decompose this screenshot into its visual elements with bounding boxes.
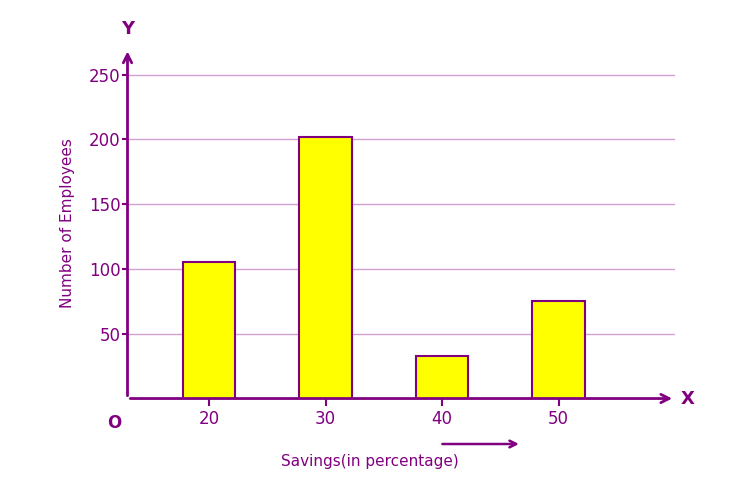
Bar — [299, 137, 352, 399]
Bar — [183, 262, 236, 399]
Bar — [532, 301, 585, 399]
Y-axis label: Number of Employees: Number of Employees — [60, 139, 75, 309]
Text: Y: Y — [121, 20, 134, 38]
Text: O: O — [107, 414, 122, 432]
Text: Savings(in percentage): Savings(in percentage) — [281, 454, 469, 469]
Bar — [416, 356, 468, 399]
Text: X: X — [681, 389, 694, 408]
